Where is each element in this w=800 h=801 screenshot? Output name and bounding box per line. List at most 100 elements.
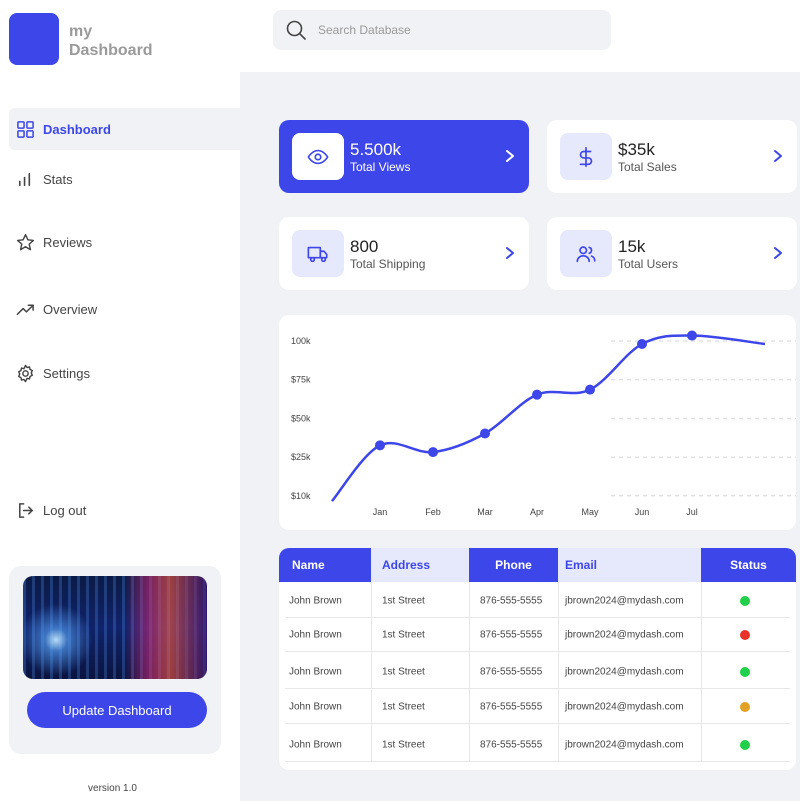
sidebar-item-stats[interactable]: Stats xyxy=(9,158,240,200)
update-dashboard-button[interactable]: Update Dashboard xyxy=(27,692,207,728)
sidebar-item-dashboard[interactable]: Dashboard xyxy=(9,108,240,150)
cell-name: John Brown xyxy=(289,701,342,712)
line-chart-card: 100k $75k $50k $25k $10k Jan Feb Mar Apr May Jun Ju… xyxy=(279,315,796,530)
bar-chart-icon xyxy=(15,169,35,189)
brand-line-1: my xyxy=(69,23,93,40)
users-icon xyxy=(560,230,612,277)
cell-phone: 876-555-5555 xyxy=(480,595,543,606)
chevron-right-icon[interactable] xyxy=(771,245,785,261)
stat-value: $35k xyxy=(618,140,655,159)
sidebar-item-reviews[interactable]: Reviews xyxy=(9,221,240,263)
users-table: Name Address Phone Email Status John Bro… xyxy=(279,548,796,770)
table-row[interactable]: John Brown 1st Street 876-555-5555 jbrown20… xyxy=(285,618,790,652)
grid-icon xyxy=(15,119,35,139)
x-tick-label: Apr xyxy=(530,507,544,517)
cell-email: jbrown2024@mydash.com xyxy=(565,629,684,640)
column-divider xyxy=(371,582,372,762)
search-bar[interactable] xyxy=(273,10,611,50)
cell-name: John Brown xyxy=(289,629,342,640)
status-indicator xyxy=(740,629,750,640)
column-header-phone[interactable]: Phone xyxy=(469,548,558,582)
chevron-right-icon[interactable] xyxy=(771,148,785,164)
stat-card-shipping[interactable]: 800 Total Shipping xyxy=(279,217,529,290)
cell-phone: 876-555-5555 xyxy=(480,629,543,640)
cell-email: jbrown2024@mydash.com xyxy=(565,701,684,712)
table-row[interactable]: John Brown 1st Street 876-555-5555 jbrown20… xyxy=(285,584,790,618)
logo[interactable] xyxy=(9,13,59,65)
data-point[interactable] xyxy=(637,339,647,349)
x-tick-label: May xyxy=(581,507,599,517)
truck-icon xyxy=(292,230,344,277)
column-header-email[interactable]: Email xyxy=(558,548,701,582)
table-row[interactable]: John Brown 1st Street 876-555-5555 jbrown20… xyxy=(285,655,790,689)
cell-email: jbrown2024@mydash.com xyxy=(565,595,684,606)
status-indicator xyxy=(740,739,750,750)
stat-label: Total Shipping xyxy=(350,257,426,271)
column-divider xyxy=(558,582,559,762)
chevron-right-icon[interactable] xyxy=(503,245,517,261)
column-divider xyxy=(701,582,702,762)
column-divider xyxy=(469,582,470,762)
data-point[interactable] xyxy=(375,440,385,451)
stat-label: Total Sales xyxy=(618,160,677,174)
star-icon xyxy=(15,232,35,252)
sidebar-item-label: Stats xyxy=(43,171,73,187)
column-header-status[interactable]: Status xyxy=(701,548,796,582)
cell-name: John Brown xyxy=(289,595,342,606)
sidebar: my Dashboard Dashboard Stats Reviews Ove… xyxy=(0,0,240,801)
table-row[interactable]: John Brown 1st Street 876-555-5555 jbrown20… xyxy=(285,690,790,724)
sidebar-item-settings[interactable]: Settings xyxy=(9,352,240,394)
stat-card-views[interactable]: 5.500k Total Views xyxy=(279,120,529,193)
dollar-icon xyxy=(560,133,612,180)
logout-icon xyxy=(15,500,35,520)
y-tick-label: $75k xyxy=(291,375,311,385)
data-point[interactable] xyxy=(480,428,490,439)
stat-card-sales[interactable]: $35k Total Sales xyxy=(547,120,797,193)
y-tick-label: $25k xyxy=(291,452,311,462)
promo-card: Update Dashboard xyxy=(9,566,221,754)
cell-address: 1st Street xyxy=(382,666,425,677)
version-label: version 1.0 xyxy=(88,783,137,794)
x-tick-label: Mar xyxy=(477,507,493,517)
sidebar-item-label: Overview xyxy=(43,301,98,317)
y-tick-label: 100k xyxy=(291,336,311,346)
trending-up-icon xyxy=(15,299,35,319)
search-icon xyxy=(286,20,306,40)
stat-card-users[interactable]: 15k Total Users xyxy=(547,217,797,290)
cell-address: 1st Street xyxy=(382,629,425,640)
search-input[interactable] xyxy=(318,23,578,37)
cell-address: 1st Street xyxy=(382,701,425,712)
cell-phone: 876-555-5555 xyxy=(480,666,543,677)
column-header-address[interactable]: Address xyxy=(371,548,469,582)
cell-email: jbrown2024@mydash.com xyxy=(565,739,684,750)
x-tick-label: Jan xyxy=(373,507,388,517)
logout-button[interactable]: Log out xyxy=(9,489,240,531)
gear-icon xyxy=(15,363,35,383)
line-chart: 100k $75k $50k $25k $10k Jan Feb Mar Apr May Jun Ju… xyxy=(291,330,796,517)
table-row[interactable]: John Brown 1st Street 876-555-5555 jbrown20… xyxy=(285,728,790,762)
data-point[interactable] xyxy=(585,384,595,395)
cell-phone: 876-555-5555 xyxy=(480,701,543,712)
cell-address: 1st Street xyxy=(382,595,425,606)
cell-phone: 876-555-5555 xyxy=(480,739,543,750)
sidebar-item-label: Reviews xyxy=(43,234,93,250)
data-point[interactable] xyxy=(687,330,697,341)
brand-line-2: Dashboard xyxy=(69,42,153,59)
data-point[interactable] xyxy=(532,389,542,400)
brand-title: my Dashboard xyxy=(69,22,153,60)
data-point[interactable] xyxy=(428,447,438,458)
y-tick-label: $50k xyxy=(291,413,311,423)
sidebar-item-overview[interactable]: Overview xyxy=(9,288,240,330)
stat-value: 800 xyxy=(350,237,379,256)
logout-label: Log out xyxy=(43,502,87,518)
column-header-name[interactable]: Name xyxy=(279,548,371,582)
cell-address: 1st Street xyxy=(382,739,425,750)
sidebar-item-label: Settings xyxy=(43,365,90,381)
status-indicator xyxy=(740,701,750,712)
stat-label: Total Users xyxy=(618,257,679,271)
y-tick-label: $10k xyxy=(291,491,311,501)
stat-label: Total Views xyxy=(350,160,411,174)
x-tick-label: Jun xyxy=(635,507,650,517)
chevron-right-icon[interactable] xyxy=(503,148,517,164)
promo-image xyxy=(23,576,207,679)
